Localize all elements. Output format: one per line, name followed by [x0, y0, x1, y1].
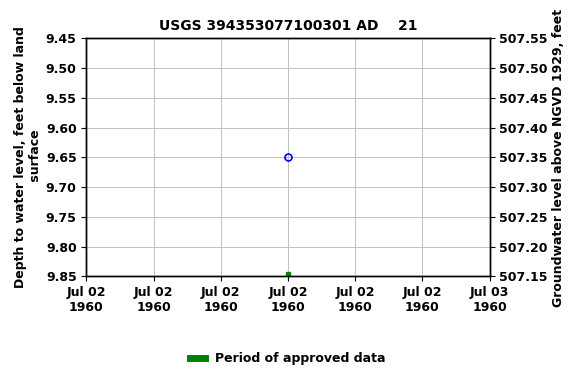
Legend: Period of approved data: Period of approved data — [185, 347, 391, 370]
Y-axis label: Depth to water level, feet below land
 surface: Depth to water level, feet below land su… — [14, 26, 41, 288]
Y-axis label: Groundwater level above NGVD 1929, feet: Groundwater level above NGVD 1929, feet — [552, 8, 565, 306]
Title: USGS 394353077100301 AD    21: USGS 394353077100301 AD 21 — [159, 19, 417, 33]
